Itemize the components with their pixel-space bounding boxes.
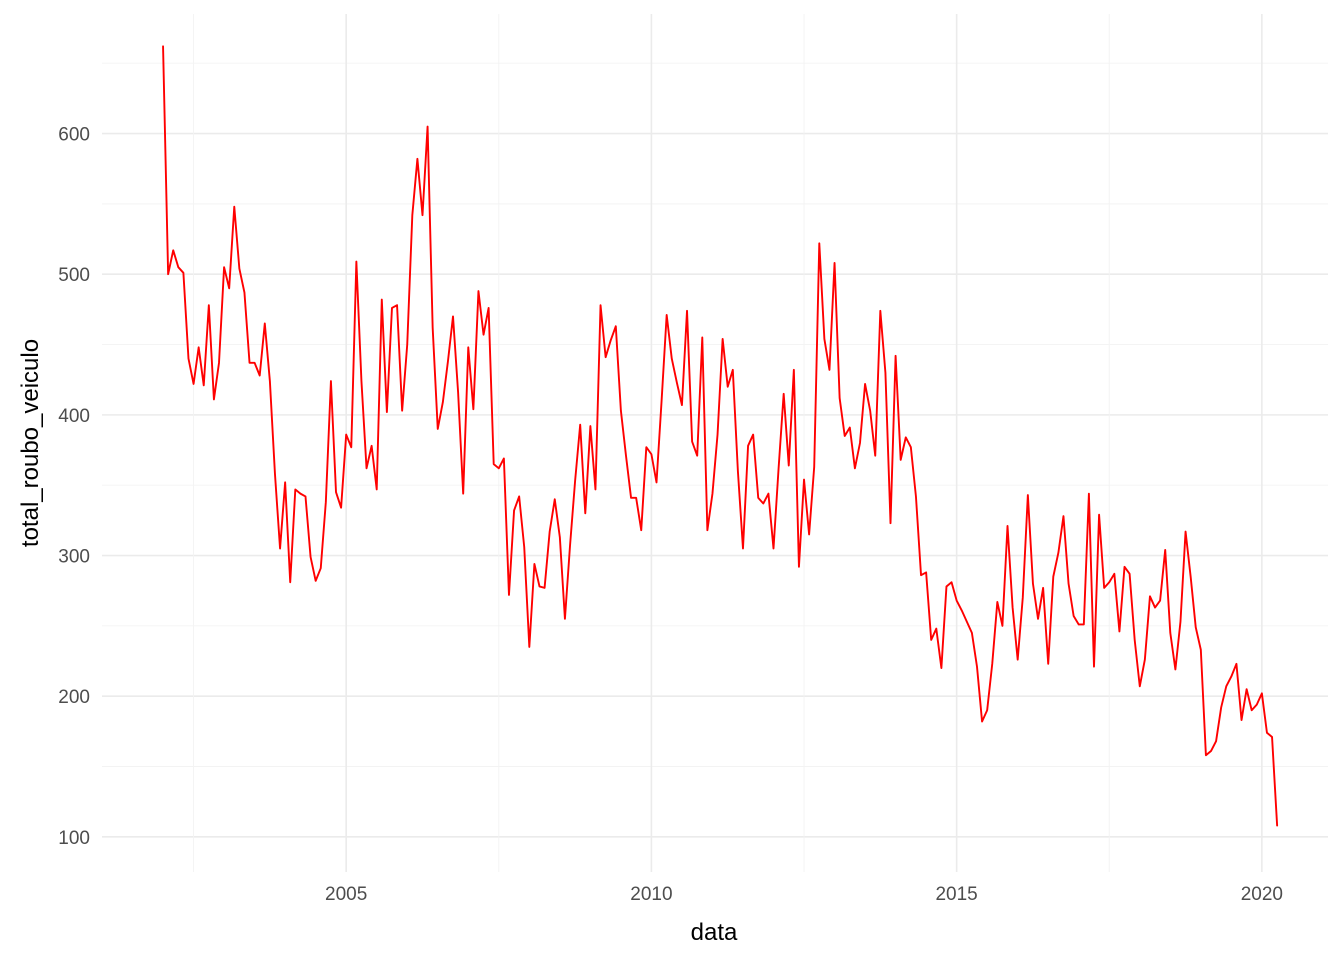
y-tick-label: 600 [58,125,90,146]
y-tick-label: 100 [58,828,90,849]
y-axis-ticks: 100 200 300 400 500 600 [58,125,90,849]
x-axis-title: data [691,919,738,946]
series-line-total-roubo-veiculo [162,45,1279,827]
x-tick-label: 2005 [325,884,367,905]
x-tick-label: 2020 [1241,884,1283,905]
y-tick-label: 200 [58,687,90,708]
y-tick-label: 400 [58,406,90,427]
y-axis-title: total_roubo_veiculo [17,339,44,547]
x-tick-label: 2015 [935,884,977,905]
y-tick-label: 500 [58,265,90,286]
x-tick-label: 2010 [630,884,672,905]
y-tick-label: 300 [58,547,90,568]
x-axis-ticks: 2005 2010 2015 2020 [325,884,1283,905]
